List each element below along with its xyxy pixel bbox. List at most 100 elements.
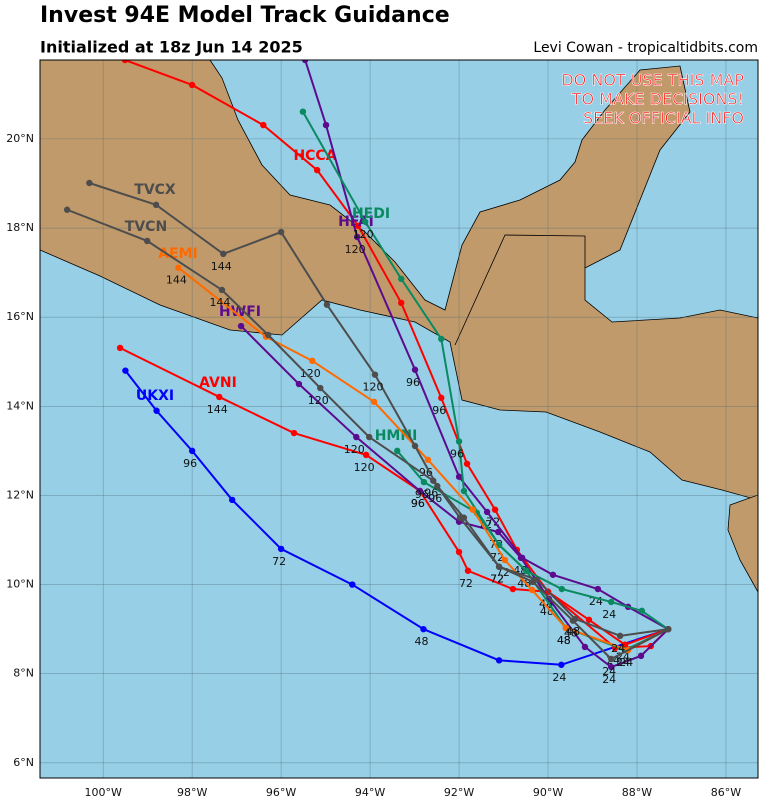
track-line bbox=[124, 60, 669, 646]
track-point bbox=[519, 554, 526, 562]
track-point bbox=[581, 643, 589, 651]
track-point bbox=[116, 344, 124, 352]
hour-label: 24 bbox=[616, 656, 630, 669]
warning-line: TO MAKE DECISIONS! bbox=[571, 90, 744, 109]
track-point bbox=[63, 206, 71, 213]
track-line bbox=[89, 182, 669, 637]
hour-label: 72 bbox=[272, 555, 286, 568]
track-point bbox=[295, 380, 303, 388]
track-point bbox=[455, 548, 463, 556]
track-point bbox=[323, 301, 331, 308]
track-point bbox=[501, 556, 509, 564]
y-tick-label: 18°N bbox=[6, 221, 34, 234]
track-line bbox=[240, 325, 669, 669]
track-point bbox=[469, 506, 477, 513]
track-point bbox=[495, 541, 503, 549]
hour-label: 120 bbox=[362, 381, 383, 394]
grid bbox=[40, 60, 758, 778]
track: 24 48 72 96 120 144 TVCX bbox=[86, 179, 672, 655]
hour-label: 96 bbox=[411, 497, 425, 510]
track-point bbox=[607, 655, 615, 663]
track-point bbox=[228, 496, 236, 504]
track-point bbox=[509, 585, 517, 593]
track-point bbox=[416, 487, 424, 495]
land bbox=[727, 494, 758, 593]
track-point bbox=[420, 625, 427, 633]
x-tick-label: 96°W bbox=[266, 786, 296, 799]
track-point bbox=[455, 438, 463, 445]
hour-label: 48 bbox=[557, 634, 571, 647]
hour-label: 120 bbox=[300, 367, 321, 380]
hour-label: 24 bbox=[611, 642, 625, 655]
hour-label: 48 bbox=[414, 635, 428, 648]
hour-label: 48 bbox=[540, 605, 554, 618]
track-point bbox=[188, 81, 196, 89]
track-point bbox=[313, 166, 321, 174]
track-point bbox=[277, 228, 285, 236]
hour-label: 96 bbox=[411, 497, 425, 510]
x-tick-label: 98°W bbox=[177, 786, 207, 799]
frame bbox=[39, 59, 759, 779]
y-tick-label: 16°N bbox=[6, 310, 34, 323]
track-point bbox=[353, 433, 360, 441]
track-point bbox=[533, 576, 541, 583]
track-point bbox=[638, 607, 646, 615]
credit: Levi Cowan - tropicaltidbits.com bbox=[533, 40, 758, 56]
track-point bbox=[460, 514, 468, 521]
x-tick-label: 92°W bbox=[444, 786, 474, 799]
track-point bbox=[438, 394, 445, 402]
hour-label: 120 bbox=[308, 394, 329, 407]
track-point bbox=[420, 478, 428, 486]
hour-label: 72 bbox=[459, 577, 473, 590]
hour-label: 48 bbox=[557, 634, 571, 647]
track-point bbox=[299, 108, 307, 115]
track-point bbox=[549, 571, 557, 578]
track-point bbox=[460, 487, 468, 495]
track-point bbox=[237, 322, 245, 330]
track-point bbox=[558, 585, 566, 593]
hour-label: 120 bbox=[353, 228, 374, 241]
hour-label: 144 bbox=[166, 274, 187, 287]
track-point bbox=[434, 482, 441, 490]
hour-label: 48 bbox=[564, 627, 578, 640]
track-point bbox=[463, 460, 471, 467]
hour-label: 96 bbox=[428, 492, 442, 505]
track-point bbox=[152, 201, 160, 209]
x-tick-label: 94°W bbox=[355, 786, 385, 799]
hour-label: 96 bbox=[419, 466, 433, 479]
x-tick-label: 90°W bbox=[533, 786, 563, 799]
track-name: HFAI bbox=[338, 214, 374, 230]
hour-label: 24 bbox=[552, 671, 566, 684]
hour-label: 96 bbox=[432, 404, 446, 417]
hour-label: 96 bbox=[424, 487, 438, 500]
track-point bbox=[607, 663, 615, 671]
track-point bbox=[438, 335, 445, 343]
hour-label: 24 bbox=[619, 656, 633, 669]
x-tick-label: 88°W bbox=[622, 786, 652, 799]
track-point bbox=[260, 121, 267, 129]
hour-label: 72 bbox=[490, 573, 504, 586]
track-point bbox=[322, 121, 330, 129]
subtitle: Initialized at 18z Jun 14 2025 bbox=[40, 38, 303, 57]
track-point bbox=[411, 366, 419, 373]
track-point bbox=[571, 615, 579, 623]
hour-label: 144 bbox=[207, 403, 228, 416]
hour-label: 72 bbox=[490, 573, 504, 586]
hour-label: 24 bbox=[602, 673, 616, 686]
track-point bbox=[370, 398, 378, 406]
track-point bbox=[616, 632, 624, 640]
axis-ticks: 100°W 98°W 96°W 94°W 92°W 90°W 88°W 86°W 6°N 8°N 1… bbox=[6, 132, 741, 799]
hour-label: 144 bbox=[211, 260, 232, 273]
track-point bbox=[86, 179, 93, 187]
track-point bbox=[153, 407, 160, 414]
track-point bbox=[354, 222, 362, 229]
track-name: TVCX bbox=[134, 182, 176, 198]
track-point bbox=[495, 528, 502, 536]
track-point bbox=[424, 456, 432, 463]
track-line bbox=[124, 370, 669, 666]
track-name: AVNI bbox=[199, 375, 237, 391]
track-point bbox=[361, 218, 369, 225]
hour-label: 96 bbox=[450, 448, 464, 461]
x-tick-label: 86°W bbox=[711, 786, 741, 799]
